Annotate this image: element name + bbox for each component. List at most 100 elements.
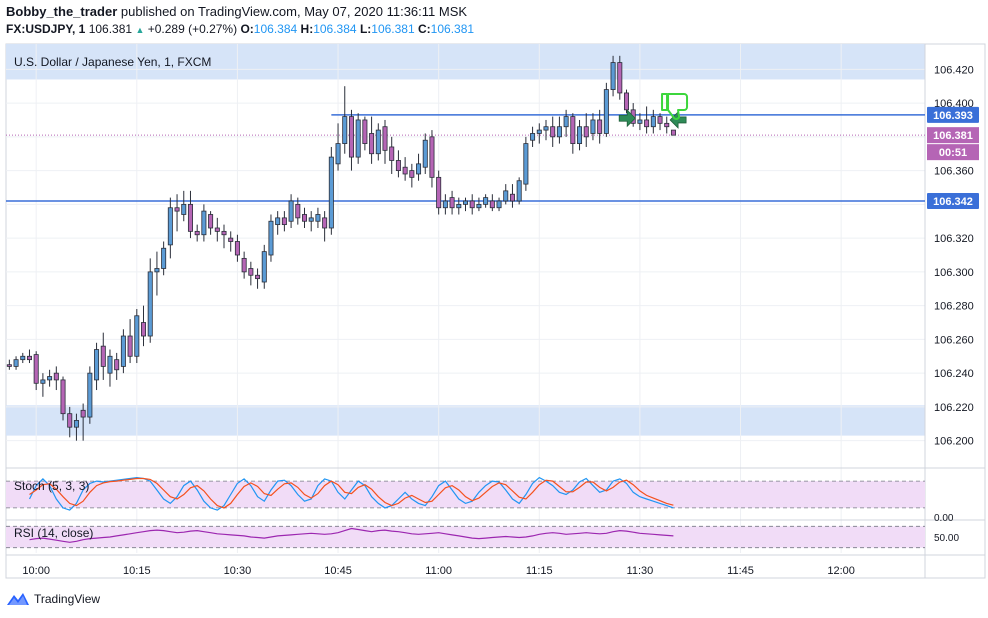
arrow-right-icon: [618, 109, 636, 128]
support-resistance-zone: [6, 405, 925, 436]
candle-body: [73, 420, 79, 428]
candle-body: [650, 116, 656, 128]
candle-body: [429, 136, 435, 178]
candle-body: [302, 214, 308, 222]
candle-body: [342, 116, 348, 144]
time-tick-label: 12:00: [827, 565, 855, 577]
candle-body: [53, 372, 59, 381]
candle-body: [644, 119, 650, 128]
price-tick-label: 106.280: [934, 301, 974, 313]
published-text: published on TradingView.com, May 07, 20…: [120, 4, 468, 19]
high-value: 106.384: [313, 22, 357, 36]
last-price: 106.381: [88, 22, 133, 36]
footer-brand[interactable]: TradingView: [6, 592, 100, 606]
last-price-label: 106.381: [933, 130, 973, 142]
time-tick-label: 11:30: [627, 565, 654, 577]
candle-body: [181, 203, 187, 215]
candle-body: [496, 200, 502, 209]
stoch-tick-label: 0.00: [934, 513, 954, 524]
price-tick-label: 106.420: [934, 64, 974, 76]
rsi-line: [29, 527, 674, 543]
level-price-tag: [927, 106, 979, 123]
candle-body: [167, 207, 173, 246]
rsi-tick-label: 50.00: [934, 533, 959, 544]
candle-body: [523, 143, 529, 185]
candle-body: [322, 217, 328, 229]
candle-body: [154, 268, 160, 273]
candle-body: [670, 129, 676, 136]
candle-body: [161, 247, 167, 269]
candle-body: [623, 92, 629, 111]
price-tick-label: 106.220: [934, 402, 974, 414]
symbol-label: FX:USDJPY, 1: [6, 22, 86, 36]
candle-body: [33, 354, 39, 384]
candle-body: [382, 126, 388, 151]
candle-body: [248, 268, 254, 276]
candle-body: [288, 200, 294, 222]
candle-body: [375, 129, 381, 155]
candle-body: [214, 227, 220, 232]
candle-body: [550, 126, 556, 138]
candle-body: [134, 315, 140, 357]
low-label: L:: [359, 22, 372, 36]
candle-body: [389, 146, 395, 161]
candle-body: [637, 119, 643, 124]
candle-body: [80, 409, 86, 418]
author-name[interactable]: Bobby_the_trader: [6, 4, 118, 19]
candle-body: [261, 251, 267, 283]
candle-body: [141, 322, 147, 337]
low-value: 106.381: [371, 22, 415, 36]
candle-body: [369, 133, 375, 155]
candle-body: [583, 126, 589, 138]
candle-body: [328, 156, 334, 229]
candle-body: [234, 241, 240, 256]
candle-body: [449, 197, 455, 209]
candle-body: [147, 271, 153, 337]
candle-body: [395, 160, 401, 172]
close-label: C:: [418, 22, 431, 36]
candle-body: [308, 217, 314, 222]
candle-body: [509, 193, 515, 202]
candle-body: [20, 355, 26, 361]
candle-body: [456, 203, 462, 209]
candle-body: [442, 200, 448, 209]
candle-body: [268, 220, 274, 256]
candle-body: [664, 122, 670, 128]
price-tick-label: 106.300: [934, 267, 974, 279]
candle-body: [187, 203, 193, 232]
candle-body: [295, 203, 301, 219]
level-price-tag: [927, 192, 979, 209]
candle-body: [47, 376, 53, 381]
level-price-label: 106.342: [933, 196, 973, 208]
countdown-label: 00:51: [939, 147, 967, 159]
candle-body: [516, 180, 522, 202]
candle-body: [489, 200, 495, 209]
candle-body: [13, 359, 19, 367]
candle-body: [174, 207, 180, 212]
time-tick-label: 10:00: [22, 565, 50, 577]
candle-body: [617, 62, 623, 94]
tradingview-logo-icon: [7, 593, 29, 605]
stoch-k-line: [28, 476, 674, 511]
high-label: H:: [300, 22, 314, 36]
candle-body: [107, 355, 113, 374]
price-tick-label: 106.200: [934, 436, 974, 448]
candle-body: [610, 62, 616, 90]
candle-body: [335, 143, 341, 165]
time-tick-label: 10:45: [324, 565, 352, 577]
price-tick-label: 106.360: [934, 166, 974, 178]
candle-body: [402, 166, 408, 175]
support-resistance-zone: [6, 44, 925, 80]
candle-body: [422, 139, 428, 168]
candle-body: [476, 203, 482, 209]
candle-body: [255, 274, 261, 280]
candle-body: [597, 119, 603, 134]
open-label: O:: [240, 22, 254, 36]
price-tick-label: 106.260: [934, 334, 974, 346]
time-tick-label: 10:30: [224, 565, 252, 577]
candle-body: [208, 214, 214, 229]
candle-body: [536, 129, 542, 134]
time-tick-label: 10:15: [123, 565, 151, 577]
price-tick-label: 106.240: [934, 368, 974, 380]
